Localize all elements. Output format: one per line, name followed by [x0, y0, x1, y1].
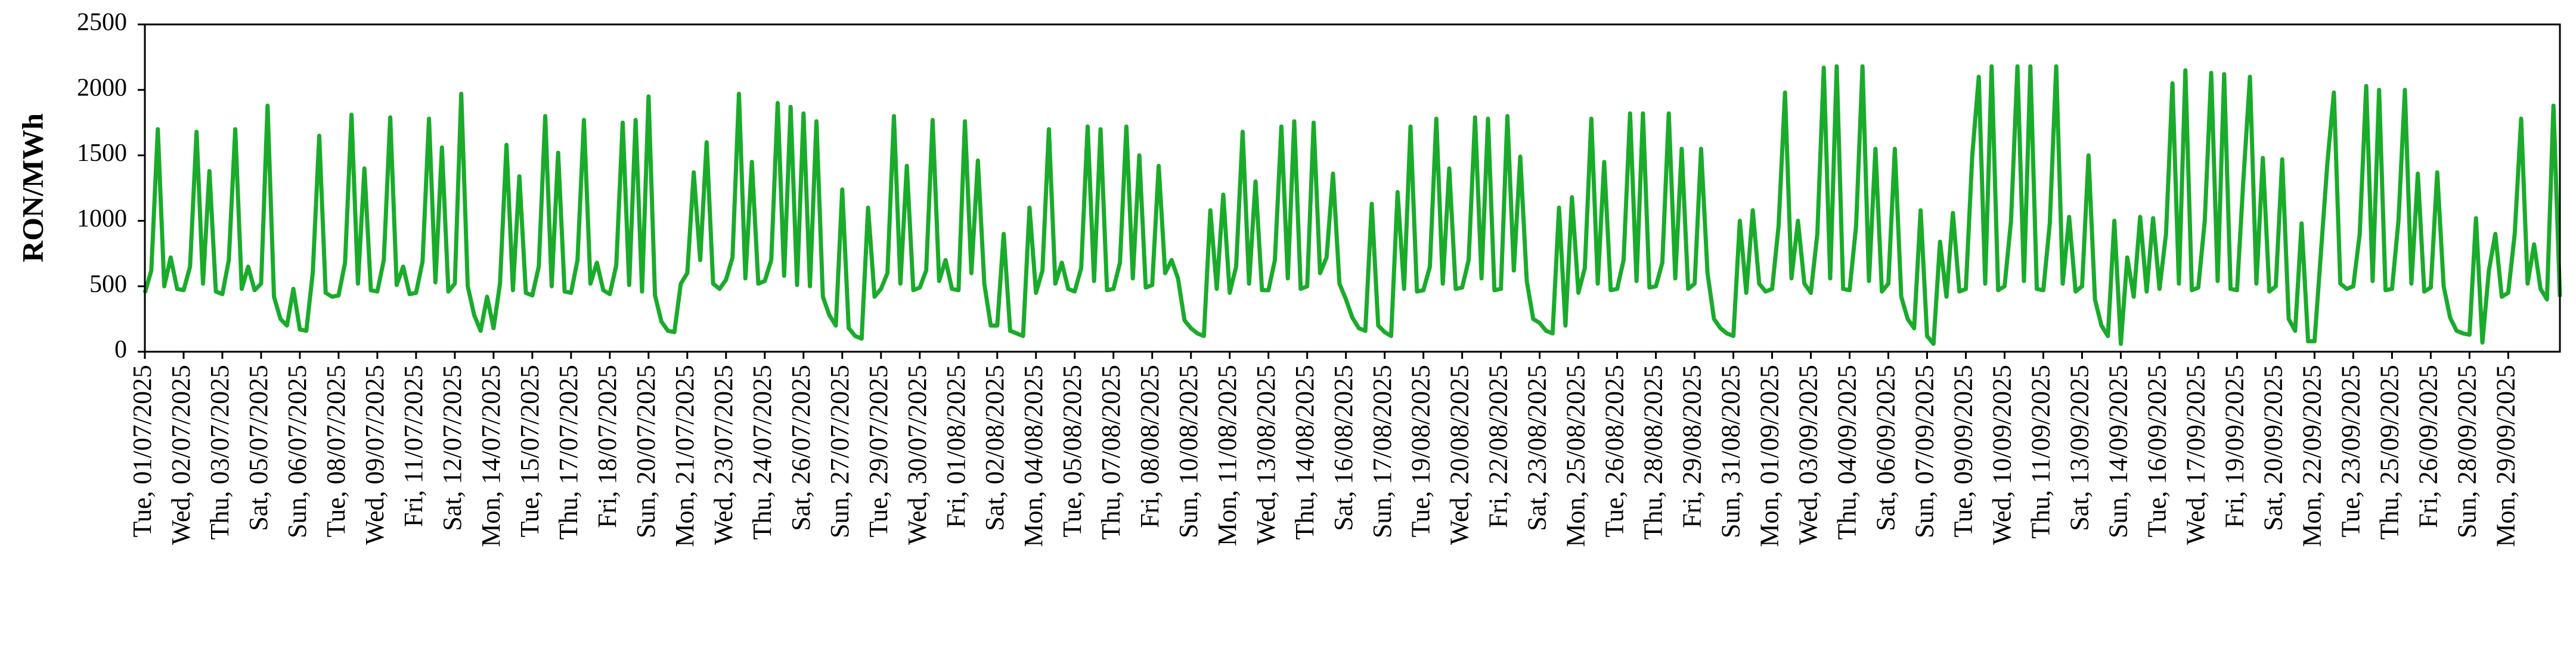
x-tick-label: Sat, 20/09/2025: [2259, 365, 2288, 531]
x-tick-label: Thu, 17/07/2025: [554, 365, 583, 540]
x-tick-label: Wed, 30/07/2025: [903, 365, 932, 545]
x-tick-label: Fri, 18/07/2025: [593, 365, 622, 528]
x-tick-label: Tue, 16/09/2025: [2143, 365, 2172, 537]
y-tick-label: 2000: [77, 74, 127, 101]
x-tick-label: Sun, 10/08/2025: [1174, 365, 1203, 538]
x-tick-label: Sat, 02/08/2025: [980, 365, 1009, 531]
x-tick-label: Thu, 03/07/2025: [205, 365, 234, 540]
x-tick-label: Mon, 25/08/2025: [1561, 365, 1591, 547]
x-tick-label: Sun, 14/09/2025: [2104, 365, 2133, 538]
x-tick-label: Tue, 15/07/2025: [515, 365, 544, 537]
x-tick-label: Wed, 10/09/2025: [1988, 365, 2017, 545]
x-tick-label: Sun, 28/09/2025: [2452, 365, 2481, 538]
x-tick-label: Fri, 08/08/2025: [1135, 365, 1164, 528]
x-tick-label: Thu, 24/07/2025: [748, 365, 777, 540]
x-tick-label: Thu, 25/09/2025: [2374, 365, 2404, 540]
price-line: [142, 64, 2562, 346]
x-tick-label: Sat, 16/08/2025: [1329, 365, 1358, 531]
x-tick-label: Wed, 23/07/2025: [709, 365, 738, 545]
x-tick-label: Tue, 26/08/2025: [1600, 365, 1629, 537]
y-axis-title: RON/MWh: [16, 113, 49, 262]
x-tick-label: Sun, 27/07/2025: [825, 365, 854, 538]
x-tick-label: Tue, 23/09/2025: [2336, 365, 2365, 537]
x-tick-label: Sun, 07/09/2025: [1910, 365, 1939, 538]
x-tick-label: Tue, 09/09/2025: [1949, 365, 1978, 537]
x-tick-label: Wed, 03/09/2025: [1794, 365, 1823, 545]
x-tick-label: Sat, 26/07/2025: [786, 365, 816, 531]
x-tick-label: Thu, 14/08/2025: [1290, 365, 1319, 540]
x-tick-label: Sun, 17/08/2025: [1368, 365, 1397, 538]
x-tick-label: Wed, 13/08/2025: [1251, 365, 1281, 545]
y-tick-label: 1500: [77, 139, 127, 167]
x-tick-label: Tue, 05/08/2025: [1058, 365, 1087, 537]
x-tick-label: Wed, 20/08/2025: [1445, 365, 1474, 545]
plot-frame: [144, 23, 2561, 353]
x-tick-label: Mon, 01/09/2025: [1755, 365, 1784, 547]
x-tick-label: Sat, 13/09/2025: [2065, 365, 2094, 531]
x-tick-label: Fri, 26/09/2025: [2413, 365, 2442, 528]
x-tick-label: Fri, 01/08/2025: [941, 365, 971, 528]
x-tick-label: Sat, 05/07/2025: [244, 365, 273, 531]
x-tick-label: Wed, 09/07/2025: [360, 365, 389, 545]
x-tick-label: Mon, 21/07/2025: [670, 365, 699, 547]
x-tick-label: Mon, 04/08/2025: [1019, 365, 1048, 547]
x-tick-label: Tue, 29/07/2025: [864, 365, 893, 537]
x-tick-label: Mon, 22/09/2025: [2297, 365, 2326, 547]
x-tick-label: Thu, 04/09/2025: [1833, 365, 1862, 540]
x-tick-label: Wed, 02/07/2025: [166, 365, 196, 545]
x-tick-label: Fri, 11/07/2025: [399, 365, 428, 527]
x-tick-label: Thu, 28/08/2025: [1639, 365, 1668, 540]
x-tick-label: Mon, 29/09/2025: [2491, 365, 2520, 547]
x-tick-label: Fri, 19/09/2025: [2220, 365, 2249, 528]
y-tick-label: 2500: [77, 9, 127, 36]
x-tick-label: Sun, 20/07/2025: [631, 365, 661, 538]
x-tick-label: Thu, 11/09/2025: [2026, 365, 2056, 539]
x-tick-label: Wed, 17/09/2025: [2181, 365, 2211, 545]
y-tick-label: 500: [89, 271, 127, 298]
x-tick-label: Thu, 07/08/2025: [1096, 365, 1126, 540]
y-tick-label: 0: [114, 336, 127, 364]
x-tick-label: Sun, 06/07/2025: [283, 365, 312, 538]
x-tick-label: Mon, 11/08/2025: [1213, 365, 1242, 546]
x-tick-label: Sun, 31/08/2025: [1716, 365, 1746, 538]
x-tick-label: Sat, 12/07/2025: [438, 365, 467, 531]
x-tick-label: Tue, 08/07/2025: [321, 365, 351, 537]
x-tick-label: Sat, 23/08/2025: [1523, 365, 1552, 531]
x-tick-label: Sat, 06/09/2025: [1871, 365, 1901, 531]
x-tick-label: Tue, 01/07/2025: [128, 365, 157, 537]
x-tick-label: Fri, 29/08/2025: [1678, 365, 1707, 528]
y-tick-label: 1000: [77, 205, 127, 232]
x-tick-label: Fri, 22/08/2025: [1484, 365, 1513, 528]
x-tick-label: Tue, 19/08/2025: [1406, 365, 1436, 537]
x-tick-label: Mon, 14/07/2025: [476, 365, 506, 547]
